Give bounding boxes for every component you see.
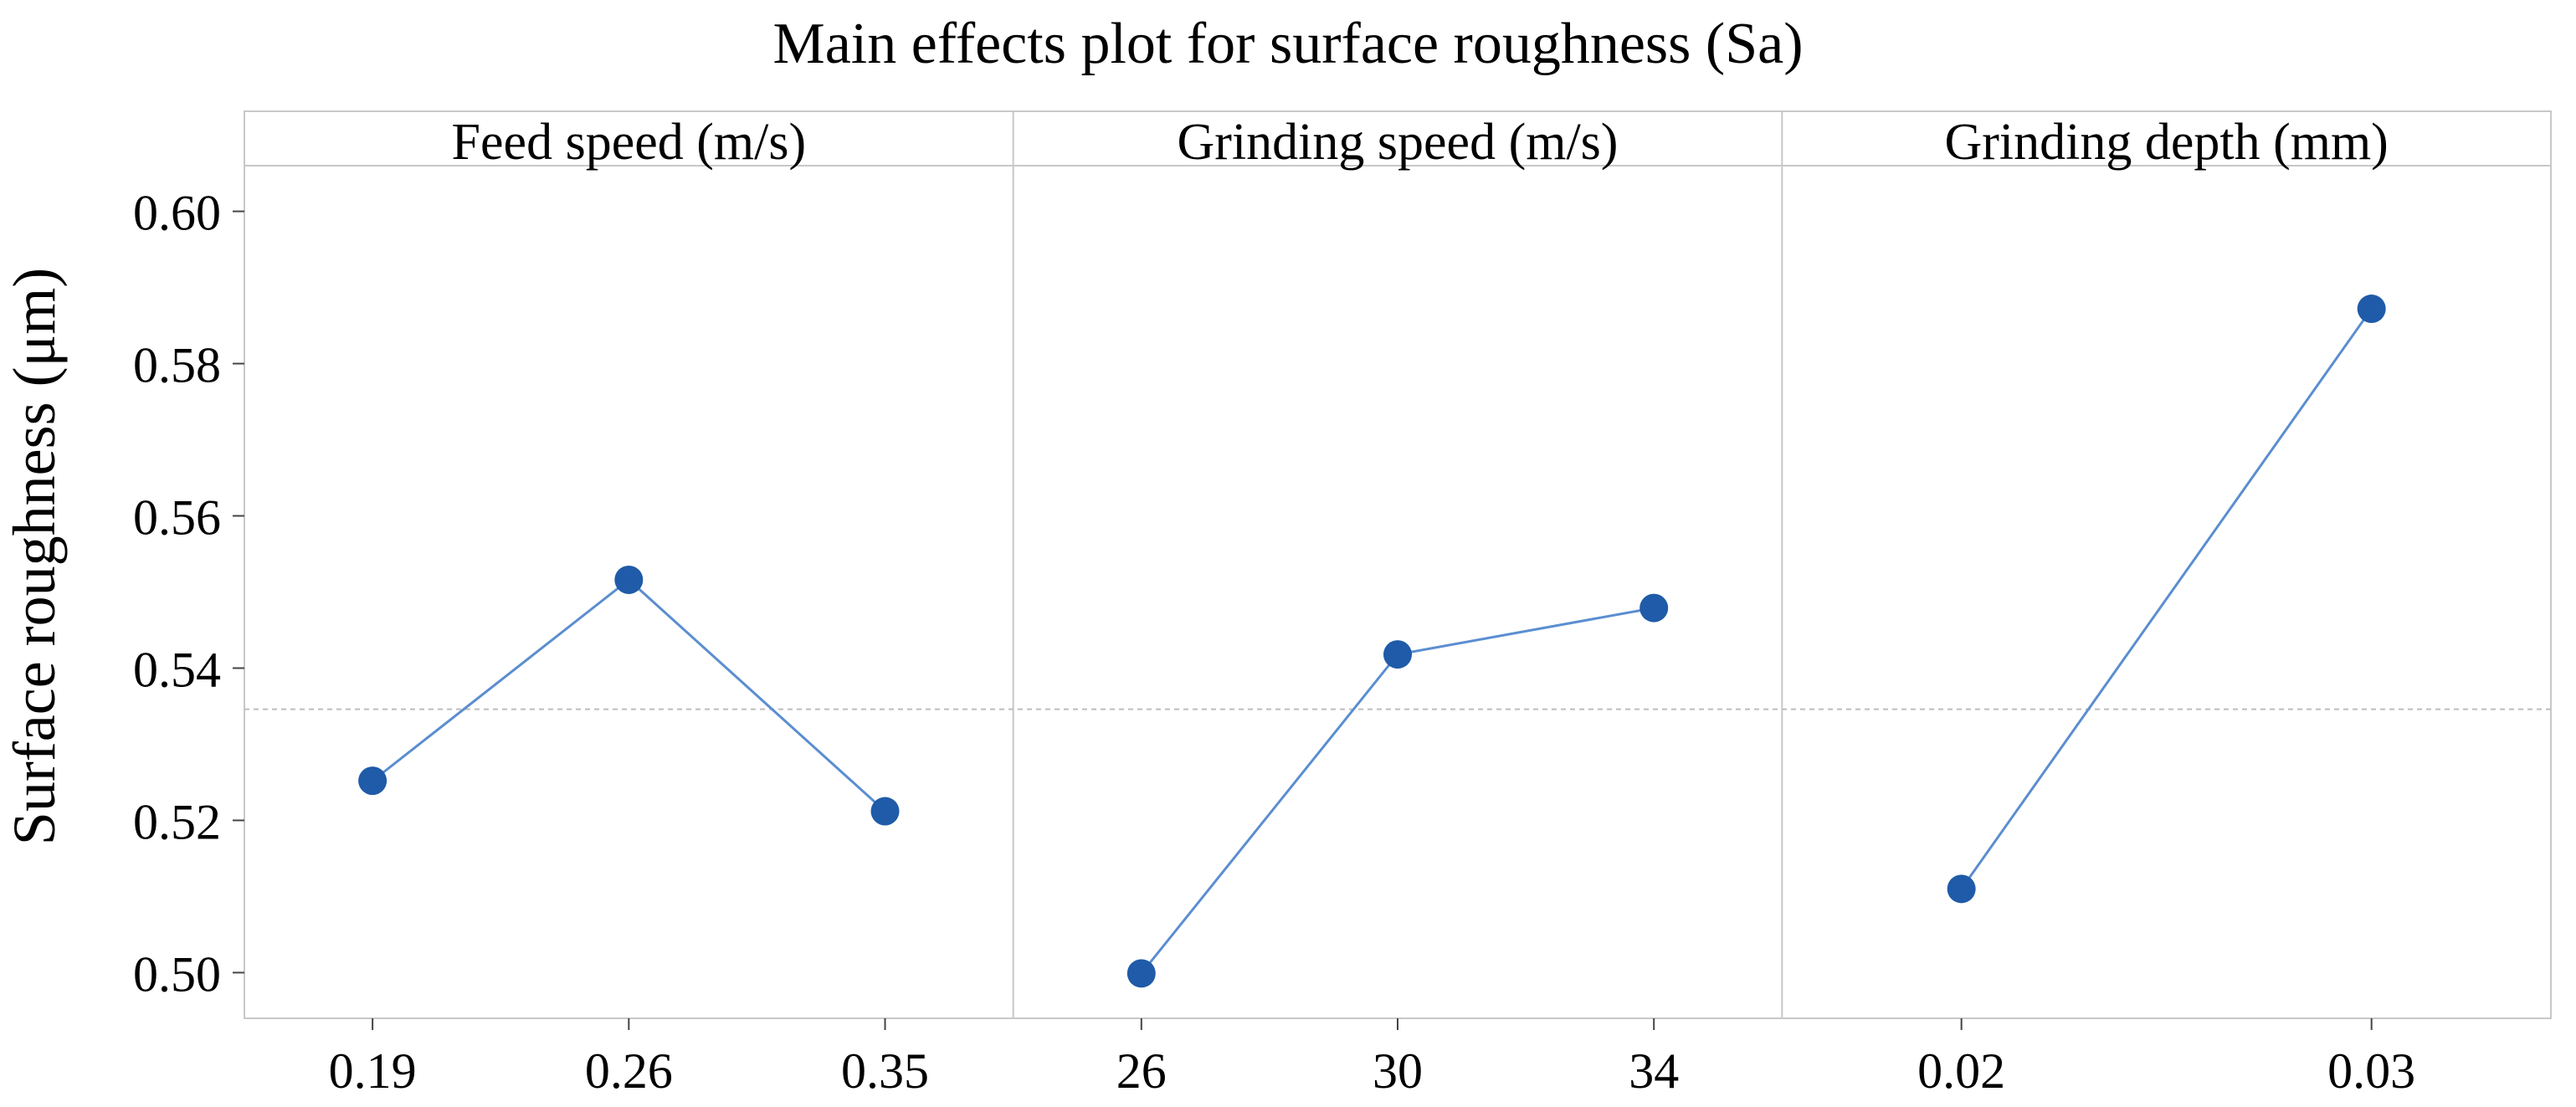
y-tick-label: 0.60 — [133, 186, 221, 241]
x-tick-label: 0.19 — [329, 1043, 417, 1099]
data-point — [1383, 640, 1412, 669]
data-point — [870, 797, 900, 826]
data-point — [1640, 593, 1669, 623]
plot-border — [244, 110, 2552, 1019]
y-tick-label: 0.58 — [133, 338, 221, 393]
x-tick-label: 0.35 — [841, 1043, 929, 1099]
y-tick-label: 0.52 — [133, 794, 221, 849]
x-tick-label: 26 — [1116, 1043, 1167, 1099]
x-tick-label: 30 — [1373, 1043, 1423, 1099]
y-tick-label: 0.50 — [133, 946, 221, 1002]
panel: Grinding depth (mm) 0.02 0.03 — [1917, 114, 2415, 1099]
panel: Grinding speed (m/s) 26 30 34 — [1116, 114, 1679, 1099]
x-tick-label: 0.02 — [1917, 1043, 2005, 1099]
panel-title: Grinding speed (m/s) — [1178, 114, 1619, 171]
chart-title: Main effects plot for surface roughness … — [772, 12, 1803, 76]
x-tick-label: 0.26 — [585, 1043, 673, 1099]
data-point — [1947, 874, 1976, 904]
x-tick-label: 34 — [1629, 1043, 1679, 1099]
panel-title: Grinding depth (mm) — [1944, 114, 2388, 171]
y-axis: 0.50 0.52 0.54 0.56 0.58 0.60 — [133, 186, 244, 1002]
plot-frame — [244, 110, 2552, 1019]
series-line — [372, 577, 886, 812]
panel: Feed speed (m/s) 0.19 0.26 0.35 — [329, 114, 929, 1099]
data-point — [1126, 959, 1156, 988]
panels: Feed speed (m/s) 0.19 0.26 0.35 Grinding spe… — [329, 114, 2416, 1099]
panel-title: Feed speed (m/s) — [452, 114, 807, 171]
y-tick-label: 0.54 — [133, 642, 221, 697]
y-axis-label: Surface roughness (μm) — [1, 268, 68, 845]
data-point — [358, 766, 387, 796]
series-line — [1960, 308, 2373, 890]
data-point — [2357, 295, 2386, 324]
y-tick-label: 0.56 — [133, 490, 221, 546]
x-tick-label: 0.03 — [2327, 1043, 2415, 1099]
data-point — [614, 565, 644, 594]
